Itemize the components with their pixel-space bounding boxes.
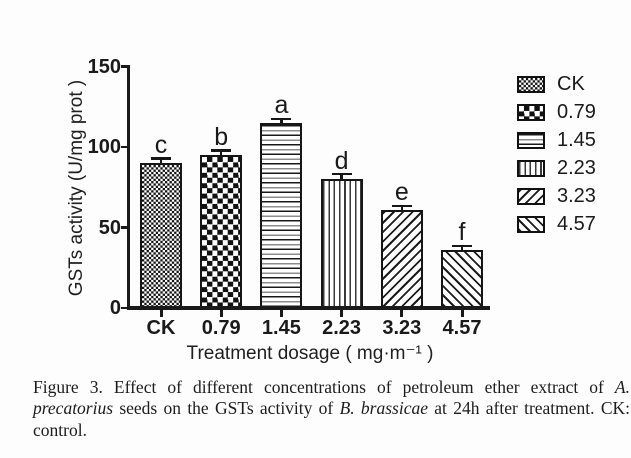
y-tick [121, 145, 130, 149]
caption-species-name: B. brassicae [339, 398, 428, 419]
significance-letter: a [274, 90, 289, 119]
error-bar-stem [280, 117, 283, 125]
error-bar-stem [219, 149, 223, 157]
x-tick [400, 309, 404, 317]
x-tick [219, 309, 223, 317]
x-tick-label: 3.23 [382, 317, 422, 339]
x-axis-title: Treatment dosage ( mg·m⁻¹ ) [186, 343, 434, 364]
bar-2.23 [320, 179, 363, 308]
error-bar-stem [460, 244, 464, 252]
x-tick-label: 2.23 [322, 317, 362, 339]
error-bar-stem [400, 204, 404, 212]
y-tick-label: 150 [87, 55, 121, 78]
y-tick [121, 65, 130, 68]
y-tick-label: 50 [98, 216, 121, 239]
y-tick-label: 100 [87, 136, 121, 158]
significance-letter: f [458, 218, 466, 247]
bar-0.79 [200, 155, 243, 308]
error-bar-stem [340, 172, 343, 181]
x-tick [460, 309, 464, 317]
significance-letter: b [214, 123, 229, 152]
significance-letter: c [154, 131, 168, 160]
x-axis-line [127, 305, 490, 310]
x-tick-label: 4.57 [442, 317, 482, 339]
y-axis-line [127, 65, 130, 310]
bar-1.45 [260, 122, 303, 308]
figure-caption: Figure 3. Effect of different concentrat… [33, 377, 630, 441]
y-tick [121, 306, 130, 310]
bar-CK [140, 163, 182, 308]
error-bar-stem [159, 157, 163, 165]
x-tick-label: CK [146, 317, 176, 339]
significance-letter: e [394, 177, 409, 206]
x-tick-label: 1.45 [261, 317, 301, 339]
bar-3.23 [380, 209, 423, 308]
caption-text: at 24h after treatment. CK: control. [33, 398, 630, 440]
caption-species-name: A. precatorius [33, 377, 630, 419]
x-tick [159, 309, 163, 317]
significance-letter: d [334, 147, 349, 176]
x-tick [279, 309, 283, 317]
y-tick [121, 226, 130, 229]
caption-text: Figure 3. Effect of different concentrat… [33, 377, 615, 397]
bar-4.57 [441, 250, 483, 308]
y-tick-label: 0 [109, 297, 121, 319]
x-tick-label: 0.79 [201, 317, 241, 339]
x-tick [340, 309, 344, 317]
caption-text: seeds on the GSTs activity of [113, 398, 340, 419]
